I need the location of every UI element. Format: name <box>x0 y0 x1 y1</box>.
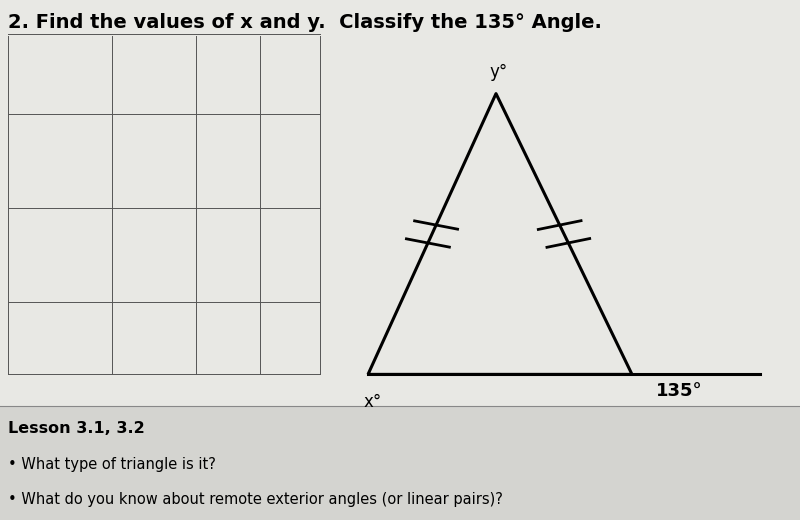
Text: 2. Find the values of x and y.  Classify the 135° Angle.: 2. Find the values of x and y. Classify … <box>8 13 602 32</box>
Text: x°: x° <box>364 393 382 411</box>
Text: • What type of triangle is it?: • What type of triangle is it? <box>8 457 216 472</box>
Text: y°: y° <box>490 62 508 81</box>
Text: 135°: 135° <box>656 382 702 400</box>
Text: • What do you know about remote exterior angles (or linear pairs)?: • What do you know about remote exterior… <box>8 492 503 507</box>
Text: Lesson 3.1, 3.2: Lesson 3.1, 3.2 <box>8 421 145 436</box>
FancyBboxPatch shape <box>0 406 800 520</box>
FancyBboxPatch shape <box>0 0 800 406</box>
